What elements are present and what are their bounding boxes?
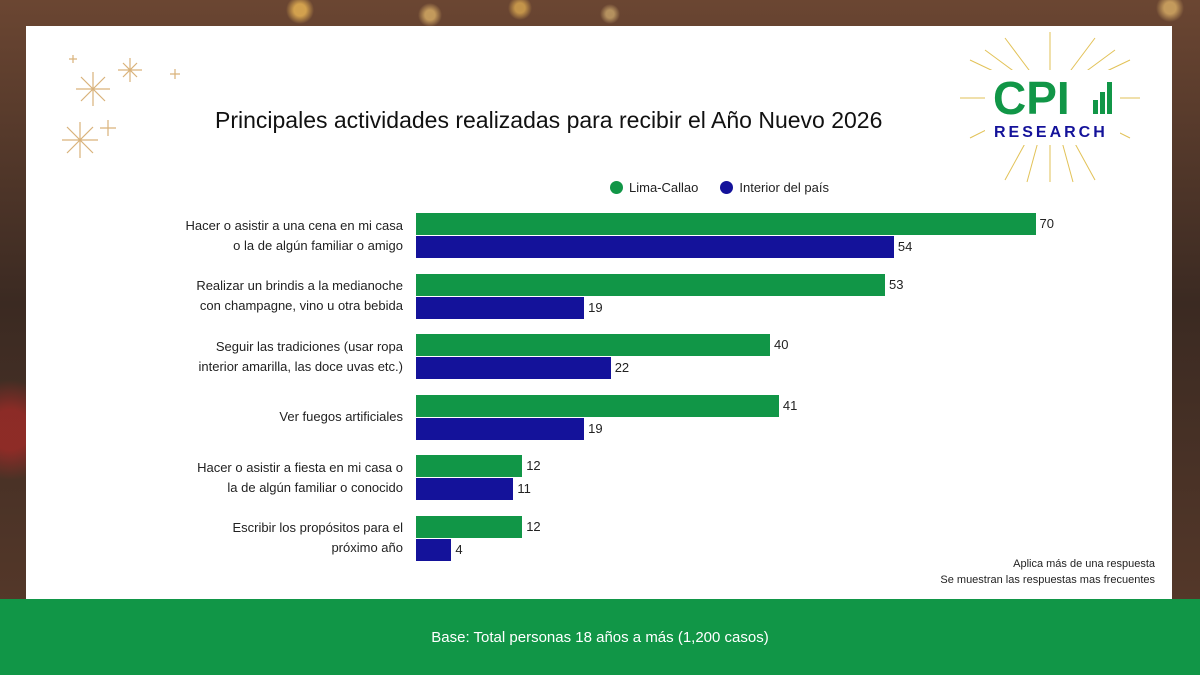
data-label: 12 [526, 518, 541, 534]
legend-label-lima-callao: Lima-Callao [629, 180, 699, 195]
category-label-line: Hacer o asistir a fiesta en mi casa o [197, 459, 403, 475]
sparkles-decoration [62, 55, 180, 158]
bar-lima-callao [416, 394, 779, 417]
bar-interior [416, 538, 452, 561]
bar-interior [416, 417, 585, 440]
category-label-line: Hacer o asistir a una cena en mi casa [185, 217, 404, 233]
category-label: Seguir las tradiciones (usar ropa interio… [163, 337, 403, 377]
category-label-line: Seguir las tradiciones (usar ropa [215, 338, 403, 354]
category-label-line: Escribir los propósitos para el [232, 520, 403, 535]
category-label: Ver fuegos artificiales [163, 407, 403, 427]
logo-sub: RESEARCH [994, 124, 1108, 141]
chart-card [26, 26, 1172, 599]
category-label: Escribir los propósitos para el próximo a… [163, 518, 403, 558]
data-label: 41 [782, 397, 798, 413]
data-label: 53 [889, 276, 904, 292]
chart-title: Principales actividades realizadas para … [215, 107, 883, 133]
footer-base: Base: Total personas 18 años a más (1,20… [0, 599, 1200, 675]
legend-marker-interior [720, 181, 734, 194]
category-label-line: con champagne, vino u otra bebida [199, 298, 403, 313]
data-label: 54 [897, 239, 913, 254]
data-label: 40 [774, 337, 789, 352]
category-label: Realizar un brindis a la medianoche con c… [163, 276, 403, 316]
category-label-line: próximo año [331, 540, 403, 555]
data-label: 19 [588, 420, 603, 436]
bar-interior [416, 236, 894, 258]
data-label: 12 [526, 458, 541, 473]
category-label-line: o la de algún familiar o amigo [233, 237, 403, 253]
data-label: 70 [1039, 216, 1054, 231]
bar-interior [416, 357, 611, 379]
cpi-research-logo: CPI RESEARCH [960, 32, 1140, 183]
chart-legend: Lima-Callao Interior del país [610, 180, 829, 195]
note-frequent-responses: Se muestran las respuestas mas frecuente… [940, 574, 1155, 586]
bar-lima-callao [416, 334, 770, 356]
bar-interior [416, 478, 514, 500]
logo-main: CPI [993, 72, 1070, 124]
bar-lima-callao [416, 515, 523, 538]
note-multiple-responses: Aplica más de una respuesta [1013, 558, 1155, 570]
bar-interior [416, 296, 585, 319]
legend-item-lima-callao: Lima-Callao [610, 180, 698, 195]
legend-marker-lima-callao [610, 181, 623, 194]
category-label-line: Realizar un brindis a la medianoche [196, 278, 403, 293]
category-label: Hacer o asistir a una cena en mi casa o l… [163, 216, 404, 256]
category-label: Hacer o asistir a fiesta en mi casa o la … [163, 458, 403, 498]
data-label: 19 [588, 299, 603, 315]
bar-lima-callao [416, 213, 1036, 235]
footer-base-text: Base: Total personas 18 años a más (1,20… [431, 628, 769, 646]
bar-lima-callao [416, 455, 523, 477]
legend-label-interior: Interior del país [739, 180, 829, 195]
category-label-line: interior amarilla, las doce uvas etc.) [198, 358, 403, 374]
legend-item-interior: Interior del país [720, 180, 829, 195]
category-label-line: Ver fuegos artificiales [279, 409, 403, 424]
data-label: 11 [517, 481, 531, 496]
data-label: 4 [455, 541, 463, 557]
data-label: 22 [614, 360, 630, 375]
bar-lima-callao [416, 273, 886, 296]
category-label-line: la de algún familiar o conocido [227, 479, 403, 495]
